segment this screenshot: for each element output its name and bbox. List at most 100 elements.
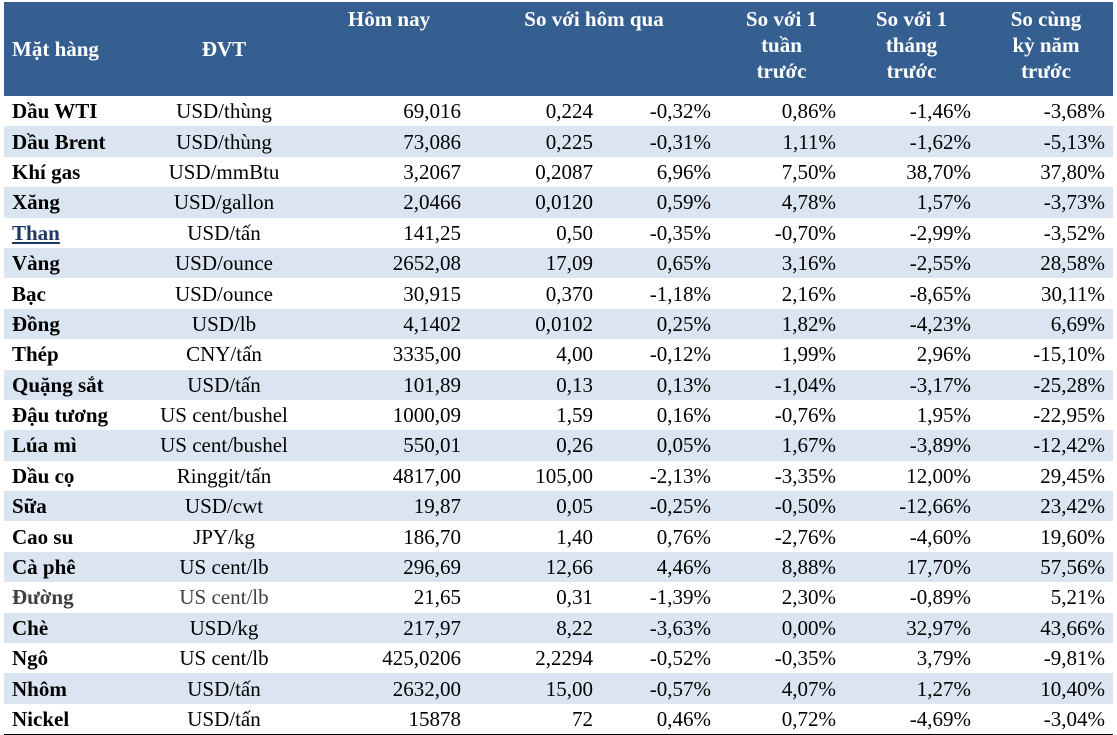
cell-vs-year: -3,52% xyxy=(979,218,1113,248)
cell-change-text: 0,0120 xyxy=(535,190,593,215)
table-row: Nhôm USD/tấn 2632,00 15,00 -0,57% 4,07% 1,27% 1… xyxy=(4,673,1113,704)
cell-unit: USD/tấn xyxy=(139,369,309,400)
header-row: Mặt hàng ĐVT Hôm nay So với hôm qua So v… xyxy=(4,2,1113,96)
table-row: Dầu cọ Ringgit/tấn 4817,00 105,00 -2,13% -3,3… xyxy=(4,461,1113,491)
cell-today-text: 2,0466 xyxy=(403,190,461,215)
cell-item-text: Sữa xyxy=(12,494,47,519)
cell-vs-month: -3,89% xyxy=(844,430,979,461)
cell-change-text: 0,26 xyxy=(556,433,593,458)
cell-vs-week-text: 8,88% xyxy=(781,555,836,580)
cell-change-pct: 0,76% xyxy=(601,521,719,551)
cell-vs-month: 1,27% xyxy=(844,673,979,704)
cell-item-text: Đường xyxy=(12,585,74,610)
cell-change-pct: -3,63% xyxy=(601,612,719,644)
cell-unit: USD/ounce xyxy=(139,278,309,308)
cell-today: 4,1402 xyxy=(309,308,469,340)
table-row: Quặng sắt USD/tấn 101,89 0,13 0,13% -1,04% -3,… xyxy=(4,369,1113,400)
cell-item: Cao su xyxy=(4,521,139,551)
cell-change-text: 0,50 xyxy=(556,220,593,245)
cell-vs-year-text: -9,81% xyxy=(1043,646,1105,671)
cell-vs-week: 2,16% xyxy=(719,278,844,308)
cell-unit: CNY/tấn xyxy=(139,339,309,369)
cell-unit-text: USD/thùng xyxy=(176,99,272,124)
cell-item-text: Than xyxy=(12,220,60,245)
cell-item[interactable]: Than xyxy=(4,218,139,248)
cell-unit: US cent/bushel xyxy=(139,400,309,430)
cell-item-text: Thép xyxy=(12,342,59,367)
cell-change-text: 0,225 xyxy=(545,129,593,154)
cell-item-text: Xăng xyxy=(12,190,60,215)
cell-item: Vàng xyxy=(4,247,139,279)
cell-today: 1000,09 xyxy=(309,400,469,430)
cell-item: Đậu tương xyxy=(4,400,139,430)
cell-unit: US cent/bushel xyxy=(139,430,309,461)
cell-today-text: 296,69 xyxy=(403,555,461,580)
cell-change-text: 8,22 xyxy=(556,615,593,640)
cell-change: 12,66 xyxy=(469,551,601,583)
cell-item-text: Bạc xyxy=(12,281,46,306)
cell-today-text: 73,086 xyxy=(403,129,461,154)
cell-vs-week-text: -0,35% xyxy=(774,646,836,671)
cell-vs-year: 28,58% xyxy=(979,247,1113,279)
cell-vs-month-text: -3,17% xyxy=(909,372,971,397)
table-row: Thép CNY/tấn 3335,00 4,00 -0,12% 1,99% 2,96% -1… xyxy=(4,339,1113,369)
cell-today-text: 15878 xyxy=(408,707,462,731)
cell-vs-month: -4,69% xyxy=(844,703,979,735)
cell-today-text: 141,25 xyxy=(403,220,461,245)
table-body: Dầu WTI USD/thùng 69,016 0,224 -0,32% 0,86% -1… xyxy=(4,96,1113,735)
cell-vs-year: -22,95% xyxy=(979,400,1113,430)
cell-change-text: 1,59 xyxy=(556,403,593,428)
cell-item-text: Dầu cọ xyxy=(12,463,75,488)
cell-change-pct-text: -0,31% xyxy=(649,129,711,154)
cell-unit-text: USD/tấn xyxy=(187,372,261,397)
cell-item: Thép xyxy=(4,339,139,369)
cell-vs-month: 12,00% xyxy=(844,461,979,491)
cell-unit-text: USD/tấn xyxy=(187,707,261,731)
cell-vs-year: -5,13% xyxy=(979,126,1113,157)
cell-vs-year: 6,69% xyxy=(979,308,1113,340)
cell-change-pct-text: 0,46% xyxy=(656,707,711,731)
cell-today-text: 3335,00 xyxy=(392,342,461,367)
cell-vs-month-text: -2,55% xyxy=(909,251,971,276)
cell-vs-month: 2,96% xyxy=(844,339,979,369)
cell-vs-month-text: 3,79% xyxy=(916,646,971,671)
cell-today: 4817,00 xyxy=(309,461,469,491)
cell-today: 69,016 xyxy=(309,96,469,126)
cell-change-pct: 0,59% xyxy=(601,187,719,218)
cell-vs-year-text: 23,42% xyxy=(1040,494,1105,519)
cell-vs-year-text: 28,58% xyxy=(1040,251,1105,276)
cell-vs-week: 1,67% xyxy=(719,430,844,461)
cell-item: Khí gas xyxy=(4,157,139,187)
cell-unit-text: CNY/tấn xyxy=(186,342,262,367)
cell-change-pct-text: 0,05% xyxy=(656,433,711,458)
cell-unit-text: USD/ounce xyxy=(175,281,273,306)
cell-item-text: Dầu WTI xyxy=(12,99,98,124)
cell-vs-month: -12,66% xyxy=(844,491,979,522)
commodity-price-table-wrapper: Mặt hàng ĐVT Hôm nay So với hôm qua So v… xyxy=(4,2,1113,735)
cell-change-pct-text: -1,18% xyxy=(649,281,711,306)
cell-vs-month: -1,46% xyxy=(844,96,979,126)
cell-change-pct: -1,39% xyxy=(601,582,719,612)
table-row: Nickel USD/tấn 15878 72 0,46% 0,72% -4,69% -3,0… xyxy=(4,703,1113,735)
cell-today-text: 4,1402 xyxy=(403,311,461,336)
cell-today-text: 30,915 xyxy=(403,281,461,306)
cell-vs-month-text: 38,70% xyxy=(906,159,971,184)
cell-change: 0,13 xyxy=(469,369,601,400)
cell-unit-text: US cent/bushel xyxy=(160,433,288,458)
cell-vs-year: -3,68% xyxy=(979,96,1113,126)
cell-today: 3335,00 xyxy=(309,339,469,369)
cell-vs-month-text: -4,69% xyxy=(909,707,971,731)
cell-vs-month-text: 1,95% xyxy=(916,403,971,428)
cell-vs-month: 3,79% xyxy=(844,643,979,673)
cell-today: 2,0466 xyxy=(309,187,469,218)
cell-item: Nickel xyxy=(4,703,139,735)
cell-vs-year-text: 19,60% xyxy=(1040,524,1105,549)
cell-today: 101,89 xyxy=(309,369,469,400)
cell-today-text: 21,65 xyxy=(413,585,461,610)
cell-vs-week: -0,70% xyxy=(719,218,844,248)
cell-change-pct: 6,96% xyxy=(601,157,719,187)
cell-item-text: Dầu Brent xyxy=(12,129,106,154)
cell-change: 0,0120 xyxy=(469,187,601,218)
cell-change: 0,0102 xyxy=(469,308,601,340)
cell-vs-year: 57,56% xyxy=(979,551,1113,583)
